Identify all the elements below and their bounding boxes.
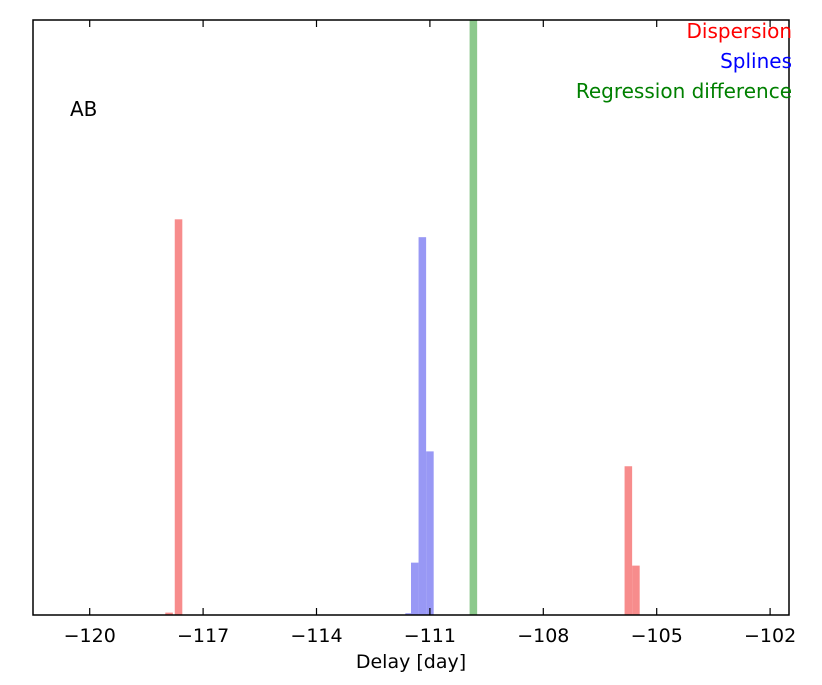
dispersion-bar-1 [174, 219, 183, 615]
x-tick-label-0: −120 [64, 625, 116, 647]
splines-bar-0 [405, 613, 411, 615]
splines-bar-3 [426, 451, 434, 616]
dispersion-bar-3 [632, 565, 640, 615]
legend-entry-dispersion: Dispersion [687, 19, 793, 43]
legend-entry-splines: Splines [720, 49, 792, 73]
legend-entry-regression-difference: Regression difference [576, 79, 792, 103]
plot-frame [32, 19, 790, 616]
bars-layer [165, 20, 640, 616]
x-tick-label-5: −105 [631, 625, 683, 647]
x-tick-label-2: −114 [290, 625, 342, 647]
dispersion-bar-2 [624, 466, 633, 615]
x-axis-label: Delay [day] [356, 651, 466, 673]
dispersion-bar-0 [165, 612, 173, 615]
regression-difference-bar-0 [469, 20, 478, 615]
x-tick-label-6: −102 [744, 625, 796, 647]
x-axis-ticks: −120 −117 −114 −111 −108 −105 −102 [64, 20, 796, 647]
panel-label: AB [70, 97, 97, 121]
legend: Dispersion Splines Regression difference [576, 19, 792, 103]
x-tick-label-3: −111 [404, 625, 456, 647]
x-tick-label-1: −117 [177, 625, 229, 647]
splines-bar-2 [418, 237, 427, 615]
splines-bar-1 [411, 562, 419, 615]
x-tick-label-4: −108 [517, 625, 569, 647]
